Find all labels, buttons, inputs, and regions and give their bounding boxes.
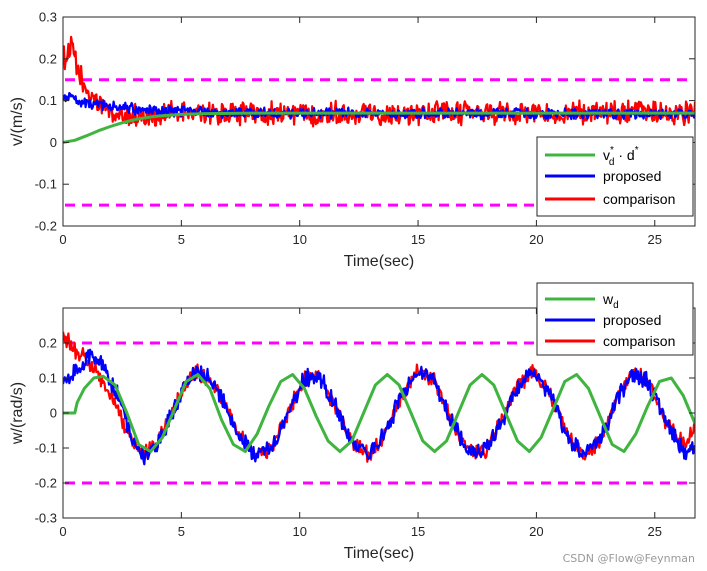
series-line-1 [63, 35, 695, 128]
y-tick-label: 0 [50, 135, 57, 150]
x-tick-label: 0 [59, 232, 66, 247]
y-tick-label: 0.3 [39, 10, 57, 25]
y-tick-label: -0.3 [35, 511, 57, 526]
chart-panel-2: 0 5 10 15 20 25 -0.3 -0.2 -0.1 0 0.1 0.2 Time(sec) w/… [9, 282, 696, 562]
y-tick-label: 0.1 [39, 371, 57, 386]
x-tick-label: 10 [292, 232, 306, 247]
x-tick-label: 10 [292, 524, 306, 539]
series-line-3 [63, 373, 695, 453]
y-tick-label: 0.2 [39, 51, 57, 66]
chart-panel-1: 0 5 10 15 20 25 -0.2 -0.1 0 0.1 0.2 0.3 Time(sec) v/(… [9, 10, 696, 270]
x-tick-label: 25 [648, 232, 662, 247]
series-line-3 [63, 111, 695, 144]
y-tick-label: -0.2 [35, 476, 57, 491]
x-tick-label: 5 [178, 232, 185, 247]
plot-area [63, 331, 695, 466]
y-tick-label: 0.2 [39, 336, 57, 351]
legend-label-2: proposed [603, 312, 661, 328]
x-tick-label: 0 [59, 524, 66, 539]
x-tick-label: 20 [529, 232, 543, 247]
y-axis-label: w/(rad/s) [9, 382, 26, 445]
y-axis-label: v/(m/s) [9, 97, 26, 146]
legend-label-3: comparison [603, 333, 675, 349]
legend-label-1: wd [602, 291, 619, 311]
watermark: CSDN @Flow@Feynman [562, 552, 695, 565]
y-tick-label: -0.1 [35, 441, 57, 456]
legend-label-3: comparison [603, 191, 675, 207]
legend-label-2: proposed [603, 168, 661, 184]
x-tick-label: 5 [178, 524, 185, 539]
x-axis-label: Time(sec) [344, 545, 415, 562]
legend: v* d · d*proposed comparison [536, 136, 694, 217]
y-tick-label: -0.1 [35, 177, 57, 192]
axes-box [62, 16, 696, 227]
x-axis-label: Time(sec) [344, 253, 415, 270]
legend-label-1: v* d · d* [603, 145, 639, 168]
y-tick-label: 0.1 [39, 93, 57, 108]
x-tick-label: 15 [411, 232, 425, 247]
y-tick-label: 0 [50, 406, 57, 421]
x-tick-label: 15 [411, 524, 425, 539]
x-tick-label: 25 [648, 524, 662, 539]
y-tick-label: -0.2 [35, 219, 57, 234]
x-tick-label: 20 [529, 524, 543, 539]
plot-area [63, 35, 695, 144]
